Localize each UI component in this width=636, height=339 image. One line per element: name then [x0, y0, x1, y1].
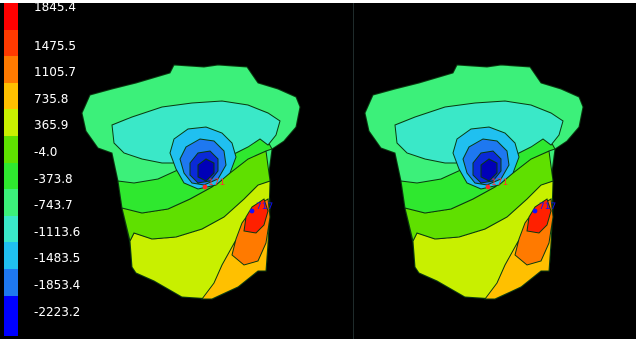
- legend-row: -4.0: [2, 136, 72, 163]
- legend-row: -373.8: [2, 162, 73, 190]
- panel-divider: [353, 3, 354, 339]
- legend-label: 735.8: [34, 91, 69, 106]
- legend-swatch: [4, 136, 18, 163]
- legend-row: -1483.5: [2, 242, 80, 269]
- legend-label: -1113.6: [34, 224, 81, 239]
- legend-row: 1475.5: [2, 29, 76, 57]
- legend-label: -4.0: [34, 145, 58, 159]
- legend-row: -1113.6: [2, 215, 80, 243]
- electrode-marker[interactable]: [202, 184, 208, 190]
- legend-swatch: [4, 295, 18, 336]
- legend-row: 1105.7: [2, 56, 76, 83]
- electrode-marker[interactable]: [485, 184, 491, 190]
- legend-label: 1105.7: [34, 65, 76, 80]
- legend-swatch: [4, 56, 18, 83]
- contour-band: [526, 198, 552, 234]
- body-surface-map: 171 717: [364, 64, 584, 300]
- legend-swatch: [4, 3, 18, 30]
- legend-label: -373.8: [34, 171, 73, 186]
- color-scale-legend: 1845.4 1475.5 1105.7 735.8 365.9 -4.0 -3…: [2, 1, 80, 339]
- torso-map-left[interactable]: 171 717: [72, 3, 353, 339]
- contour-band: [197, 158, 215, 182]
- body-surface-map: 171 717: [81, 64, 301, 300]
- contour-band: [480, 158, 498, 182]
- legend-row: -743.7: [2, 189, 73, 216]
- contour-band: [243, 198, 269, 234]
- electrode-label: 717: [256, 202, 273, 212]
- electrode-label: 171: [208, 178, 225, 188]
- legend-swatch: [4, 215, 18, 243]
- electrode-marker[interactable]: [532, 208, 538, 214]
- legend-swatch: [4, 29, 18, 57]
- legend-row: 365.9: [2, 109, 72, 136]
- legend-label: -1483.5: [34, 251, 81, 266]
- legend-row: -2223.2: [2, 295, 80, 336]
- legend-row: 1845.4: [2, 1, 76, 30]
- legend-swatch: [4, 242, 18, 269]
- electrode-label: 717: [539, 202, 556, 212]
- legend-swatch: [4, 82, 18, 110]
- legend-label: -2223.2: [34, 304, 81, 319]
- legend-label: -743.7: [34, 198, 73, 213]
- legend-swatch: [4, 162, 18, 190]
- legend-label: 365.9: [34, 118, 69, 133]
- legend-row: -1853.4: [2, 269, 80, 296]
- electrode-marker[interactable]: [249, 208, 255, 214]
- legend-swatch: [4, 109, 18, 136]
- electrode-label: 171: [491, 178, 508, 188]
- legend-row: 735.8: [2, 82, 72, 110]
- legend-label: 1845.4: [34, 0, 76, 14]
- legend-label: -1853.4: [34, 278, 81, 292]
- legend-label: 1475.5: [34, 38, 76, 53]
- legend-swatch: [4, 269, 18, 296]
- legend-swatch: [4, 189, 18, 216]
- top-border: [0, 0, 636, 3]
- torso-map-right[interactable]: 171 717: [355, 3, 636, 339]
